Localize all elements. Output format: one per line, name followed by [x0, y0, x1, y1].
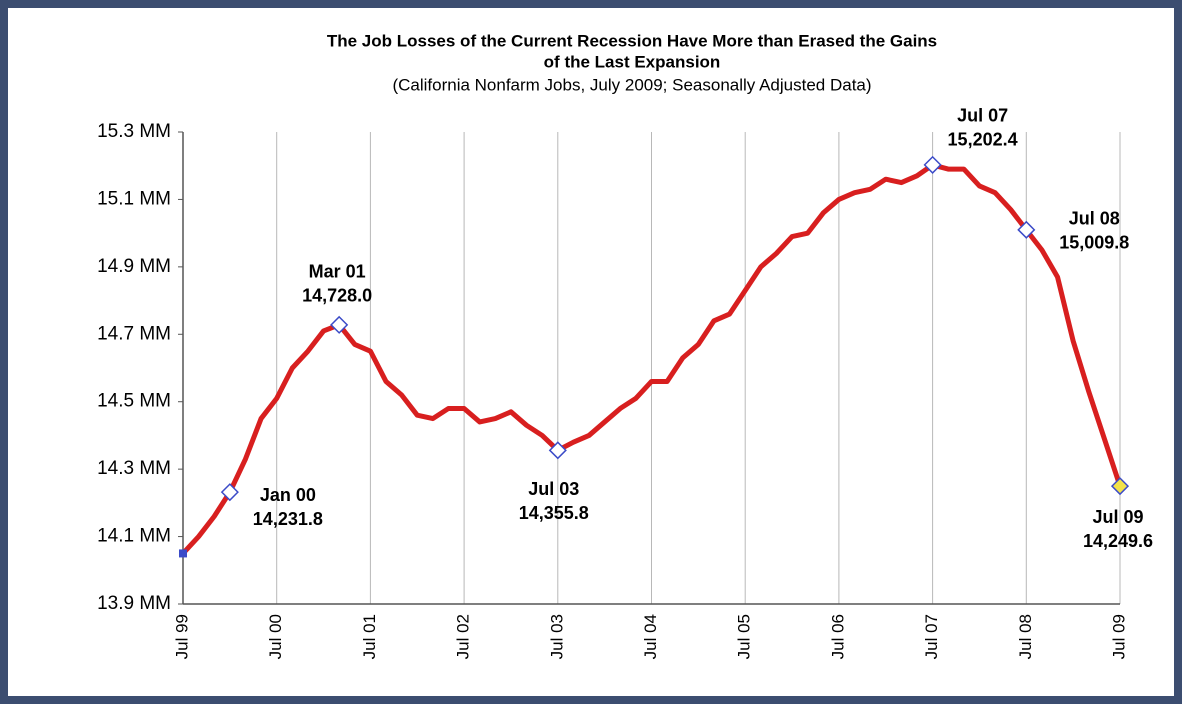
- y-tick-label: 13.9 MM: [97, 593, 171, 614]
- annotation-value: 14,249.6: [1083, 531, 1153, 551]
- chart-title: The Job Losses of the Current Recession …: [327, 31, 937, 50]
- start-marker: [179, 549, 187, 558]
- chart-subtitle: (California Nonfarm Jobs, July 2009; Sea…: [392, 75, 871, 94]
- x-tick-label: Jul 09: [1109, 614, 1128, 659]
- annotation-value: 14,728.0: [302, 286, 372, 306]
- x-tick-label: Jul 02: [454, 614, 473, 659]
- point-marker: [548, 441, 567, 460]
- annotation-date: Jul 07: [957, 106, 1008, 126]
- x-tick-label: Jul 08: [1016, 614, 1035, 659]
- point-marker: [1110, 477, 1130, 496]
- x-tick-label: Jul 00: [266, 614, 285, 659]
- annotation-value: 14,355.8: [519, 503, 589, 523]
- x-tick-label: Jul 01: [360, 614, 379, 659]
- y-tick-label: 14.1 MM: [97, 526, 171, 547]
- annotation-value: 15,202.4: [948, 130, 1018, 150]
- point-marker: [923, 155, 942, 174]
- point-marker: [1017, 220, 1036, 239]
- y-tick-label: 15.3 MM: [97, 121, 171, 142]
- annotation-date: Jul 03: [528, 479, 579, 499]
- x-tick-label: Jul 04: [641, 614, 660, 659]
- chart-title: of the Last Expansion: [544, 52, 721, 71]
- x-tick-label: Jul 99: [172, 614, 191, 659]
- annotation-date: Jul 09: [1092, 507, 1143, 527]
- x-tick-label: Jul 03: [547, 614, 566, 659]
- chart-background: [8, 8, 1174, 696]
- annotation-date: Mar 01: [309, 262, 366, 282]
- point-marker: [330, 315, 349, 334]
- y-tick-label: 14.3 MM: [97, 458, 171, 479]
- annotation-value: 15,009.8: [1059, 233, 1129, 253]
- x-tick-label: Jul 05: [735, 614, 754, 659]
- y-tick-label: 15.1 MM: [97, 188, 171, 209]
- y-tick-label: 14.7 MM: [97, 323, 171, 344]
- point-marker: [220, 483, 239, 502]
- annotation-date: Jan 00: [260, 485, 316, 505]
- annotation-date: Jul 08: [1069, 209, 1120, 229]
- y-tick-label: 14.9 MM: [97, 256, 171, 277]
- annotation-value: 14,231.8: [253, 509, 323, 529]
- x-tick-label: Jul 07: [922, 614, 941, 659]
- y-tick-label: 14.5 MM: [97, 391, 171, 412]
- x-tick-label: Jul 06: [828, 614, 847, 659]
